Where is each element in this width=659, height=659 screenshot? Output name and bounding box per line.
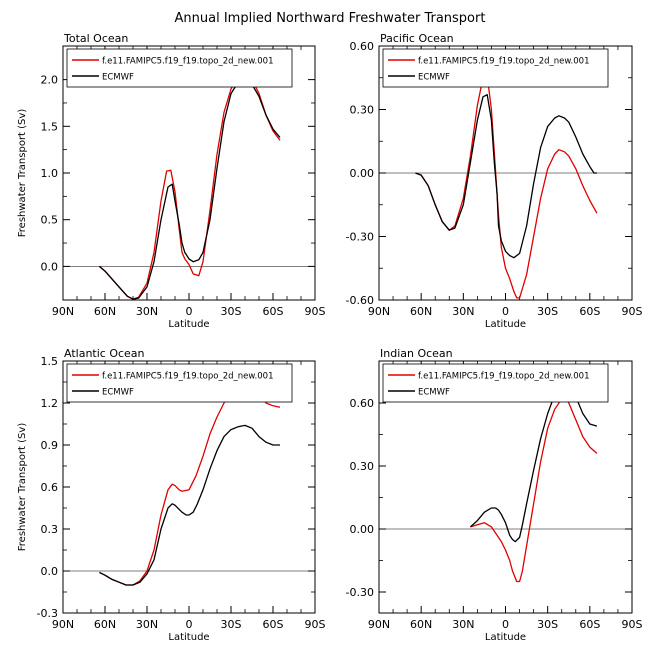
plot-frame	[378, 45, 633, 301]
x-tick-label: 60N	[94, 305, 116, 318]
legend: f.e11.FAMIPC5.f19_f19.topo_2d_new.001 ECM…	[382, 48, 609, 88]
y-tick-label: -0.60	[346, 294, 374, 307]
x-tick-label: 60S	[263, 618, 284, 631]
x-tick-label: 30N	[452, 618, 474, 631]
x-tick-label: 60N	[410, 618, 432, 631]
x-tick-label: 0	[186, 305, 193, 318]
plot-frame	[62, 360, 316, 614]
y-tick-label: 1.5	[41, 355, 59, 368]
y-tick-label: 0.9	[41, 439, 59, 452]
chart-panel-3: Atlantic Ocean -0.3 0.0 0.3 0.6 0.9 1.2 1.5 90N 6…	[17, 347, 326, 643]
legend-label-model: f.e11.FAMIPC5.f19_f19.topo_2d_new.001	[102, 372, 273, 382]
x-tick-label: 30S	[221, 305, 242, 318]
chart-panel-2: Pacific Ocean -0.60 -0.30 0.00 0.30 0.60 90N 60…	[346, 32, 643, 330]
x-tick-label: 60N	[94, 618, 116, 631]
y-tick-label: 0.0	[41, 260, 59, 273]
y-tick-label: 0.5	[41, 214, 59, 227]
legend-label-ecmwf: ECMWF	[102, 73, 134, 83]
plot-frame	[62, 45, 316, 301]
y-tick-label: -0.30	[346, 231, 374, 244]
x-tick-label: 90S	[622, 618, 643, 631]
x-tick-label: 0	[502, 305, 509, 318]
x-axis-label: Latitude	[168, 319, 209, 330]
x-tick-label: 30N	[136, 305, 158, 318]
chart-panel-4: Indian Ocean -0.30 0.00 0.30 0.60 90N 60N 30N 0 3…	[346, 347, 643, 643]
legend: f.e11.FAMIPC5.f19_f19.topo_2d_new.001 ECM…	[382, 363, 609, 403]
x-tick-label: 90S	[305, 618, 326, 631]
legend-label-model: f.e11.FAMIPC5.f19_f19.topo_2d_new.001	[102, 57, 273, 67]
x-tick-label: 90N	[368, 305, 390, 318]
y-tick-label: -0.3	[37, 607, 58, 620]
y-tick-label: 0.30	[350, 460, 375, 473]
series-line-model	[415, 74, 598, 299]
x-tick-label: 60S	[579, 618, 600, 631]
x-tick-label: 90N	[52, 618, 74, 631]
chart-panel-1: Total Ocean 0.0 0.5 1.0 1.5 2.0 90N 60N 30N 0 30S 6…	[17, 32, 326, 330]
y-tick-label: -0.30	[346, 586, 374, 599]
series-line-ecmwf	[469, 379, 598, 543]
y-tick-label: 0.00	[350, 523, 375, 536]
panel-title: Total Ocean	[63, 32, 128, 45]
figure-title: Annual Implied Northward Freshwater Tran…	[175, 11, 486, 26]
x-tick-label: 90S	[622, 305, 643, 318]
legend-label-ecmwf: ECMWF	[418, 73, 450, 83]
legend: f.e11.FAMIPC5.f19_f19.topo_2d_new.001 ECM…	[66, 48, 293, 88]
panel-title: Indian Ocean	[380, 347, 453, 360]
legend-label-model: f.e11.FAMIPC5.f19_f19.topo_2d_new.001	[418, 372, 589, 382]
x-axis-label: Latitude	[485, 632, 526, 643]
panel-title: Pacific Ocean	[380, 32, 454, 45]
y-tick-label: 0.0	[41, 565, 59, 578]
y-tick-label: 0.30	[350, 104, 375, 117]
series-line-ecmwf	[415, 94, 597, 259]
plot-frame	[378, 360, 633, 614]
y-tick-label: 1.2	[41, 397, 59, 410]
x-tick-label: 60S	[263, 305, 284, 318]
x-tick-label: 90N	[52, 305, 74, 318]
y-tick-label: 1.0	[41, 167, 59, 180]
legend-label-model: f.e11.FAMIPC5.f19_f19.topo_2d_new.001	[418, 57, 589, 67]
x-tick-label: 30S	[537, 305, 558, 318]
panel-title: Atlantic Ocean	[64, 347, 145, 360]
y-tick-label: 0.60	[350, 397, 375, 410]
series-line-model	[99, 378, 281, 586]
y-tick-label: 0.00	[350, 167, 375, 180]
y-axis-label: Freshwater Transport (Sv)	[17, 423, 28, 552]
y-tick-label: 0.6	[41, 481, 59, 494]
legend-box	[66, 363, 293, 403]
x-tick-label: 30N	[452, 305, 474, 318]
x-tick-label: 60N	[410, 305, 432, 318]
x-tick-label: 30S	[221, 618, 242, 631]
legend-box	[66, 48, 293, 88]
x-tick-label: 0	[186, 618, 193, 631]
legend: f.e11.FAMIPC5.f19_f19.topo_2d_new.001 ECM…	[66, 363, 293, 403]
series-line-model	[98, 71, 281, 300]
series-line-model	[470, 398, 598, 583]
y-tick-label: 0.3	[41, 523, 59, 536]
legend-label-ecmwf: ECMWF	[102, 388, 134, 398]
x-tick-label: 30N	[136, 618, 158, 631]
x-tick-label: 0	[502, 618, 509, 631]
legend-label-ecmwf: ECMWF	[418, 388, 450, 398]
legend-box	[382, 363, 609, 403]
series-line-ecmwf	[99, 424, 280, 586]
x-tick-label: 30S	[537, 618, 558, 631]
x-axis-label: Latitude	[168, 632, 209, 643]
y-tick-label: 0.60	[350, 40, 375, 53]
y-tick-label: 1.5	[41, 120, 59, 133]
legend-box	[382, 48, 609, 88]
x-tick-label: 90S	[305, 305, 326, 318]
y-axis-label: Freshwater Transport (Sv)	[17, 109, 28, 238]
x-tick-label: 60S	[579, 305, 600, 318]
x-axis-label: Latitude	[485, 319, 526, 330]
y-tick-label: 2.0	[41, 74, 59, 87]
x-tick-label: 90N	[368, 618, 390, 631]
